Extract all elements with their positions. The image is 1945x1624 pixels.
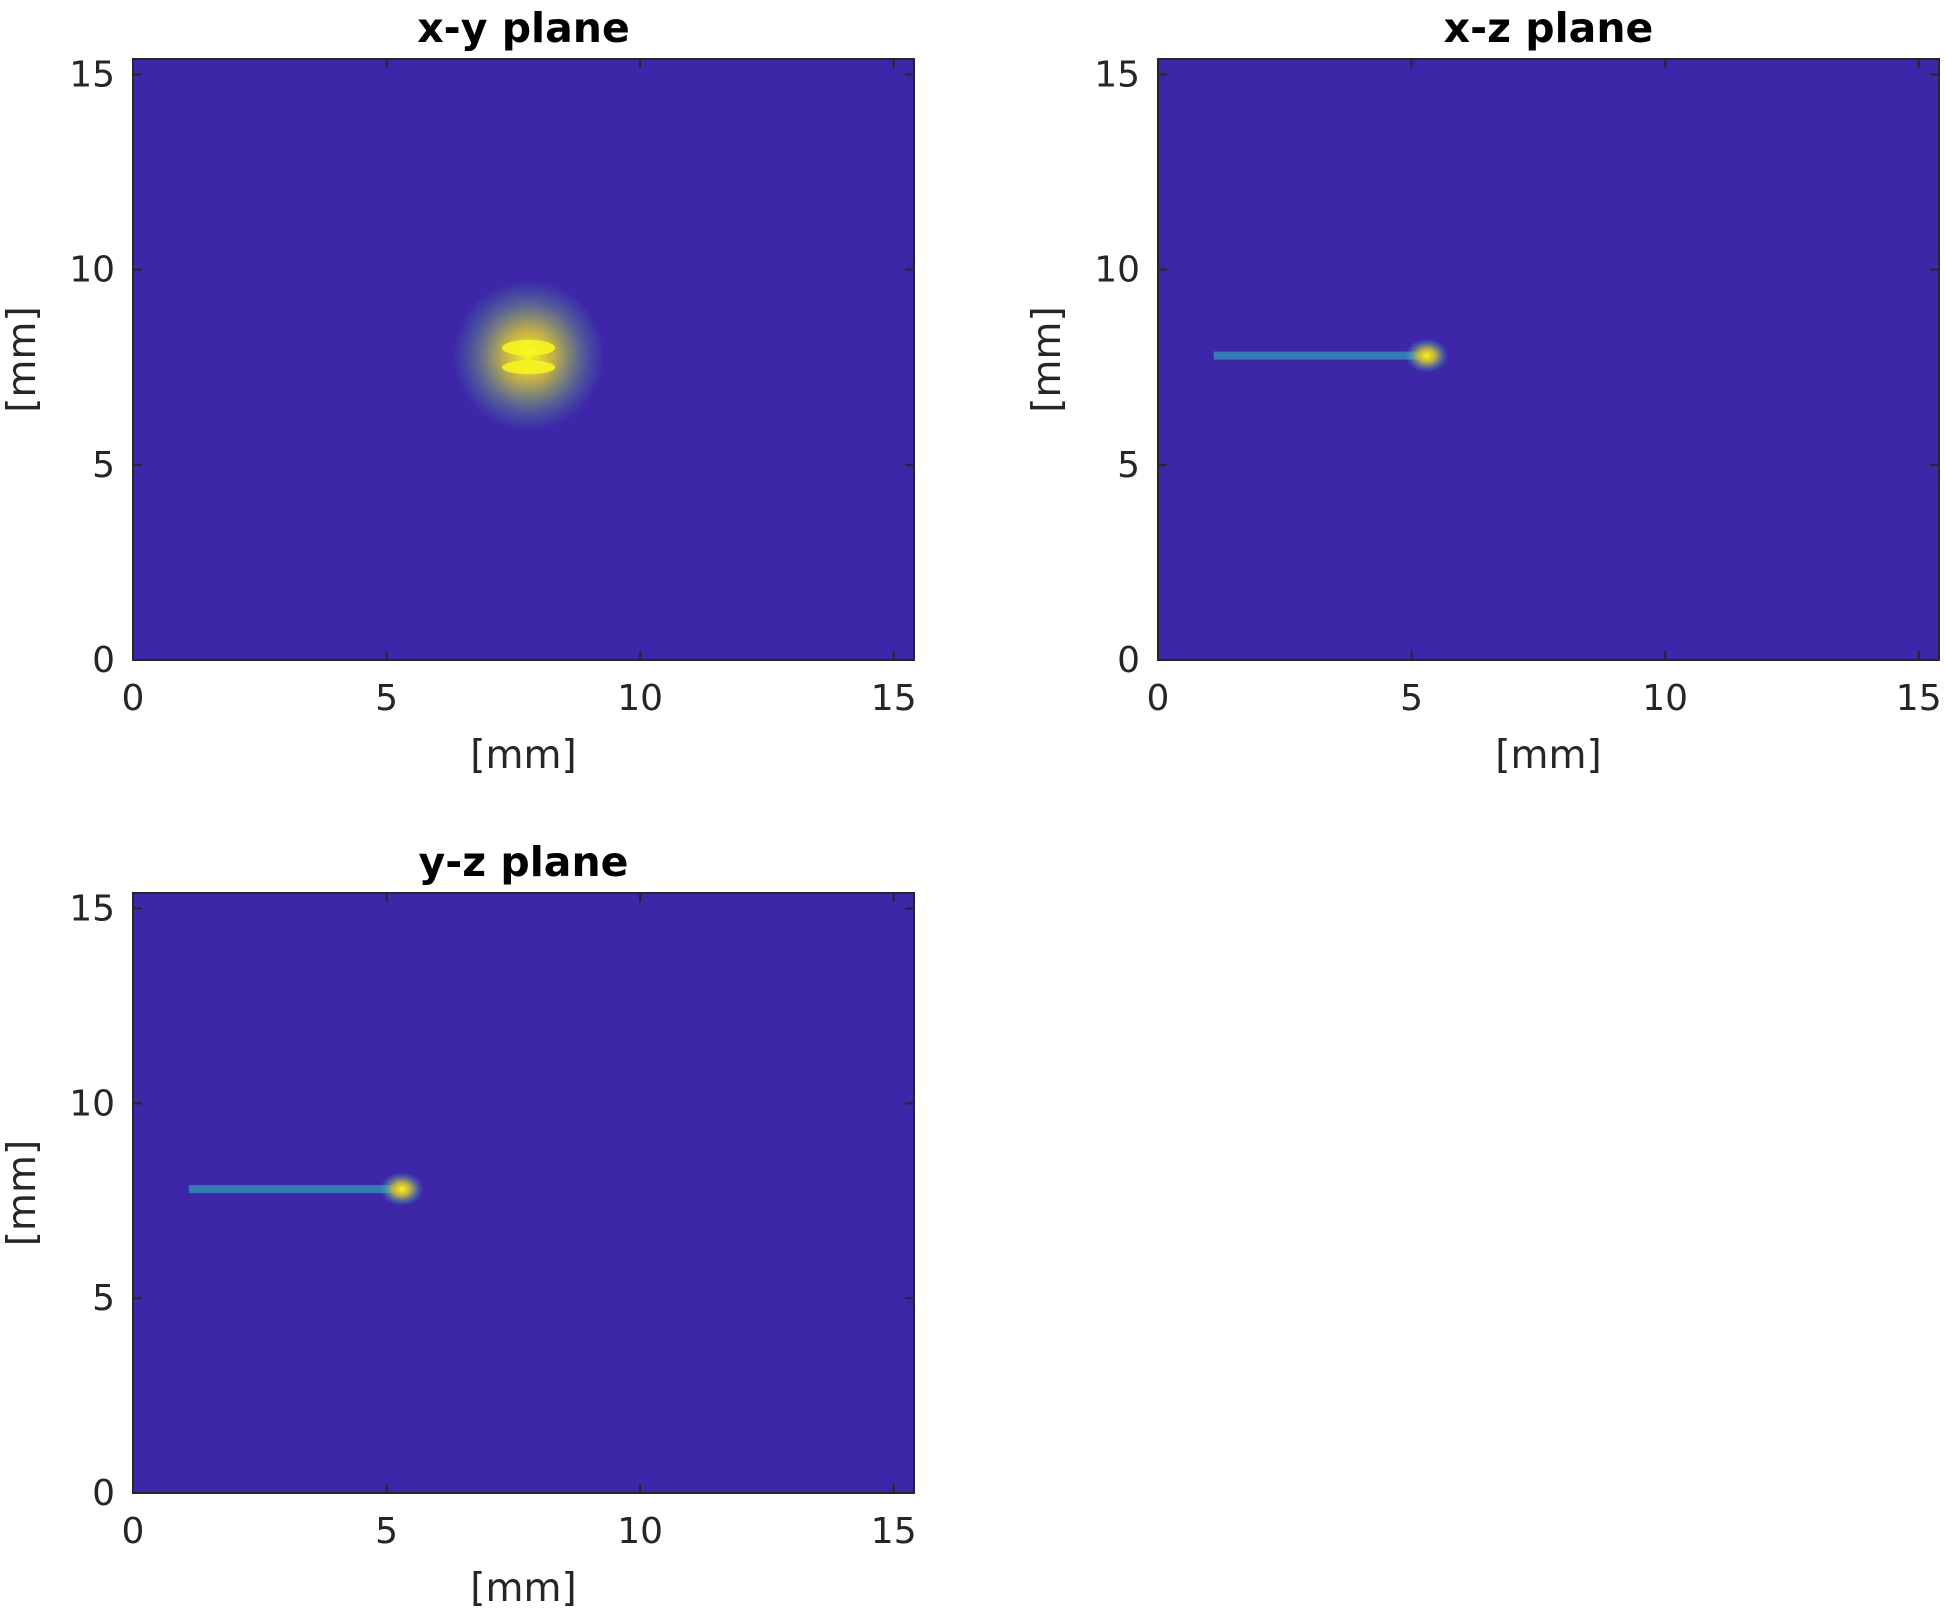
y-tick-label: 10 [69, 1083, 115, 1124]
panel-title: x-y plane [417, 4, 630, 52]
y-tick-label: 10 [69, 250, 115, 291]
x-tick-label: 10 [617, 1511, 663, 1552]
x-tick-label: 0 [1147, 678, 1170, 719]
heatmap-features [1213, 338, 1449, 373]
y-tick-label: 0 [92, 640, 115, 681]
panel-3: 0 5 10 15 0 5 10 15 y-z plane [mm] [mm] [0, 838, 917, 1611]
x-tick-label: 10 [1642, 678, 1688, 719]
beam-focus [1404, 338, 1449, 373]
beam-axis [188, 1185, 395, 1194]
y-tick-label: 0 [92, 1473, 115, 1514]
y-tick-label: 15 [69, 55, 115, 96]
panel-1: 0 5 10 15 0 5 10 15 x-y plane [mm] [mm] [0, 4, 917, 778]
axes-frame [132, 892, 915, 1494]
beam-focus [379, 1172, 424, 1207]
y-tick-label: 5 [92, 1278, 115, 1319]
y-tick-label: 15 [69, 889, 115, 930]
panel-title: y-z plane [419, 838, 629, 886]
x-tick-label: 5 [1400, 678, 1423, 719]
panel-2: 0 5 10 15 0 5 10 15 x-z plane [mm] [mm] [1025, 4, 1942, 778]
y-tick-label: 10 [1094, 250, 1140, 291]
x-axis-label: [mm] [470, 1566, 576, 1611]
axes-frame [132, 58, 915, 661]
beam-axis [1213, 351, 1420, 360]
y-axis-label: [mm] [1025, 306, 1070, 412]
x-tick-label: 0 [122, 1511, 145, 1552]
x-tick-label: 15 [871, 1511, 917, 1552]
y-axis-label: [mm] [0, 1140, 45, 1246]
y-axis-label: [mm] [0, 306, 45, 412]
y-tick-label: 0 [1117, 640, 1140, 681]
y-tick-label: 5 [1117, 445, 1140, 486]
x-tick-label: 5 [375, 1511, 398, 1552]
x-tick-label: 15 [871, 678, 917, 719]
x-axis-label: [mm] [1495, 733, 1601, 778]
hotspot-peak-lower [501, 339, 556, 356]
x-tick-label: 15 [1896, 678, 1942, 719]
hotspot-peak-upper [501, 360, 556, 375]
axes-frame [1157, 58, 1940, 661]
heatmap-features [188, 1172, 424, 1207]
x-tick-label: 0 [122, 678, 145, 719]
x-tick-label: 5 [375, 678, 398, 719]
y-tick-label: 5 [92, 445, 115, 486]
x-tick-label: 10 [617, 678, 663, 719]
y-tick-label: 15 [1094, 55, 1140, 96]
panel-title: x-z plane [1444, 4, 1654, 52]
heatmap-features [452, 279, 605, 432]
x-axis-label: [mm] [470, 733, 576, 778]
